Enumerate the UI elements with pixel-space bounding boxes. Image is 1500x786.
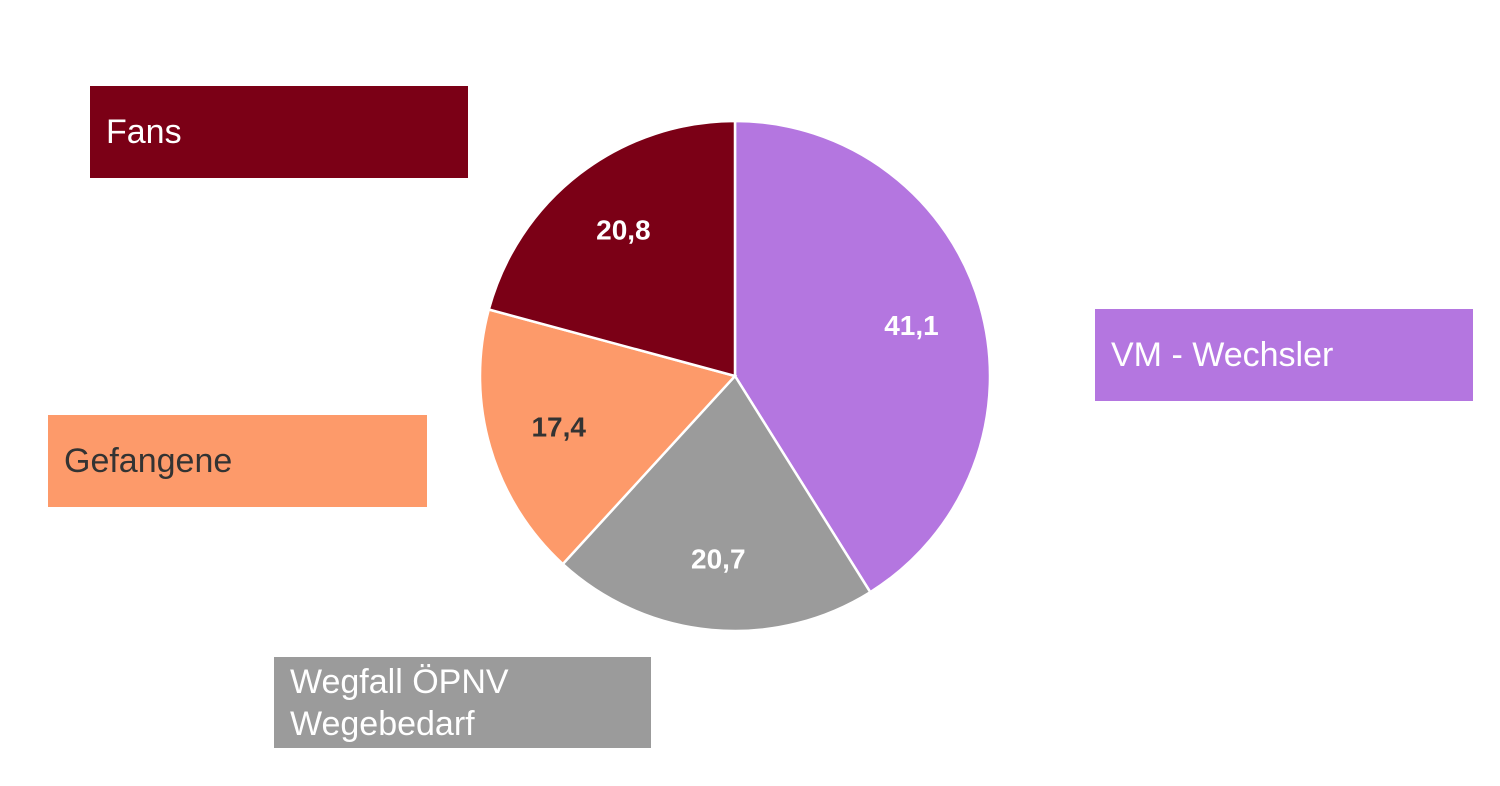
- legend-fans: Fans: [90, 86, 468, 178]
- pie-slice-gefangene: [478, 307, 738, 566]
- data-label-wegfall-oepnv: 20,7: [691, 543, 746, 574]
- legend-vm-wechsler-label: VM - Wechsler: [1111, 336, 1334, 374]
- legend-wegfall-oepnv-label: Wegfall ÖPNV Wegebedarf: [290, 662, 509, 743]
- legend-gefangene: Gefangene: [48, 415, 427, 507]
- data-label-vm-wechsler: 41,1: [884, 310, 939, 341]
- pie-slice-wegfall-oepnv: [561, 373, 873, 633]
- legend-vm-wechsler: VM - Wechsler: [1095, 309, 1473, 401]
- data-label-fans: 20,8: [596, 215, 651, 246]
- pie-slice-fans: [487, 119, 737, 378]
- data-label-gefangene: 17,4: [531, 412, 586, 443]
- legend-fans-label: Fans: [106, 113, 182, 151]
- legend-wegfall-oepnv: Wegfall ÖPNV Wegebedarf: [274, 657, 651, 748]
- pie-slice-vm-wechsler: [733, 119, 992, 594]
- legend-gefangene-label: Gefangene: [64, 442, 233, 480]
